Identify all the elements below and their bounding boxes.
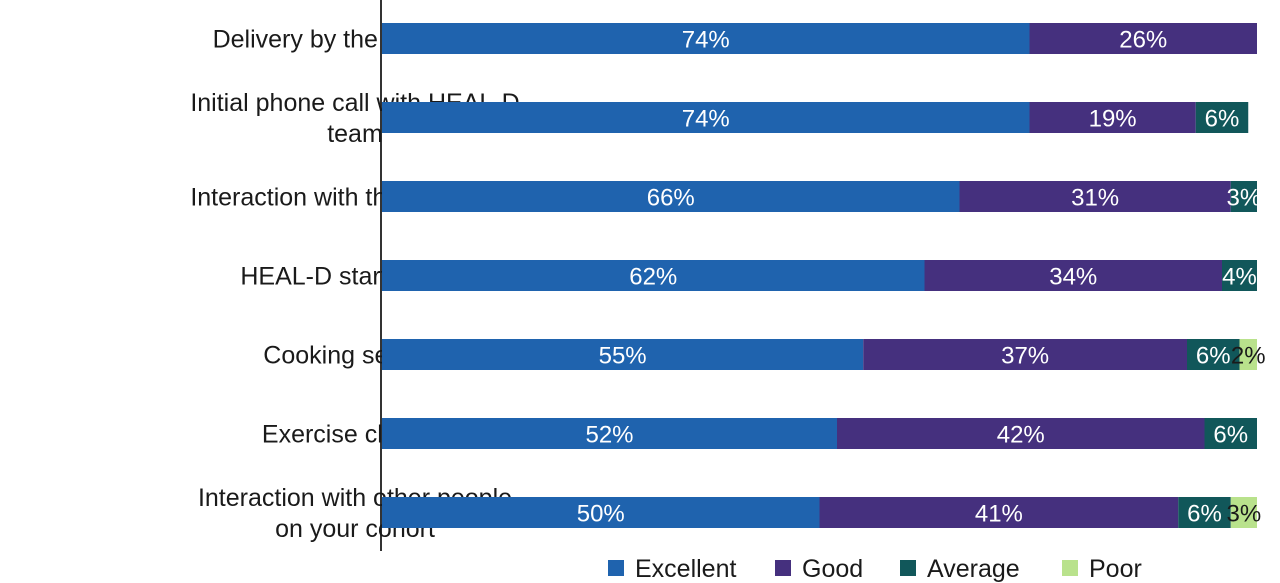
bar-segment-good (819, 497, 1179, 528)
data-label: 2% (1231, 343, 1266, 370)
data-label: 6% (1213, 422, 1248, 449)
data-label: 42% (997, 422, 1045, 449)
data-label: 19% (1089, 106, 1137, 133)
data-label: 6% (1196, 343, 1231, 370)
bar-segment-average (1230, 181, 1257, 212)
data-label: 66% (647, 185, 695, 212)
data-label: 37% (1001, 343, 1049, 370)
bar-segment-good (863, 339, 1187, 370)
legend-label-average: Average (927, 555, 1020, 583)
bar-segment-excellent (382, 181, 960, 212)
data-label: 3% (1227, 185, 1262, 212)
bar-segment-excellent (382, 497, 820, 528)
data-label: 6% (1187, 501, 1222, 528)
data-label: 34% (1049, 264, 1097, 291)
bar-segment-excellent (382, 418, 837, 449)
data-label: 6% (1205, 106, 1240, 133)
data-label: 26% (1119, 27, 1167, 54)
bar-segment-average (1178, 497, 1231, 528)
bar-segment-excellent (382, 23, 1030, 54)
data-label: 74% (682, 27, 730, 54)
legend-swatch-good (775, 560, 791, 576)
bar-segment-good (837, 418, 1205, 449)
bar-segment-poor (1230, 497, 1257, 528)
legend: Excellent Good Average Poor (608, 555, 1142, 583)
bar-segment-good (959, 181, 1231, 212)
bar-segment-excellent (382, 102, 1030, 133)
data-label: 55% (599, 343, 647, 370)
data-label: 62% (629, 264, 677, 291)
bar-segment-average (1187, 339, 1240, 370)
data-label: 50% (577, 501, 625, 528)
bar-segment-average (1222, 260, 1257, 291)
data-label: 31% (1071, 185, 1119, 212)
bar-segment-poor (1239, 339, 1257, 370)
bar-segment-excellent (382, 260, 925, 291)
data-label: 52% (585, 422, 633, 449)
legend-swatch-poor (1062, 560, 1078, 576)
bar-segment-excellent (382, 339, 864, 370)
bar-segment-average (1204, 418, 1257, 449)
bar-segment-good (1029, 102, 1196, 133)
bar-segment-good (924, 260, 1222, 291)
category-label: team (327, 120, 383, 148)
data-label: 4% (1222, 264, 1257, 291)
legend-label-poor: Poor (1089, 555, 1142, 583)
legend-swatch-average (900, 560, 916, 576)
data-label: 74% (682, 106, 730, 133)
bar-segment-good (1029, 23, 1257, 54)
legend-swatch-excellent (608, 560, 624, 576)
data-label: 3% (1227, 501, 1262, 528)
legend-label-good: Good (802, 555, 863, 583)
bars-group: 74% 26%74% 19% 6%66% 31% 3%62% 34% 4%55% 37% 6% 2%… (382, 23, 1266, 528)
bar-segment-average (1195, 102, 1249, 133)
data-label: 41% (975, 501, 1023, 528)
legend-label-excellent: Excellent (635, 555, 736, 583)
